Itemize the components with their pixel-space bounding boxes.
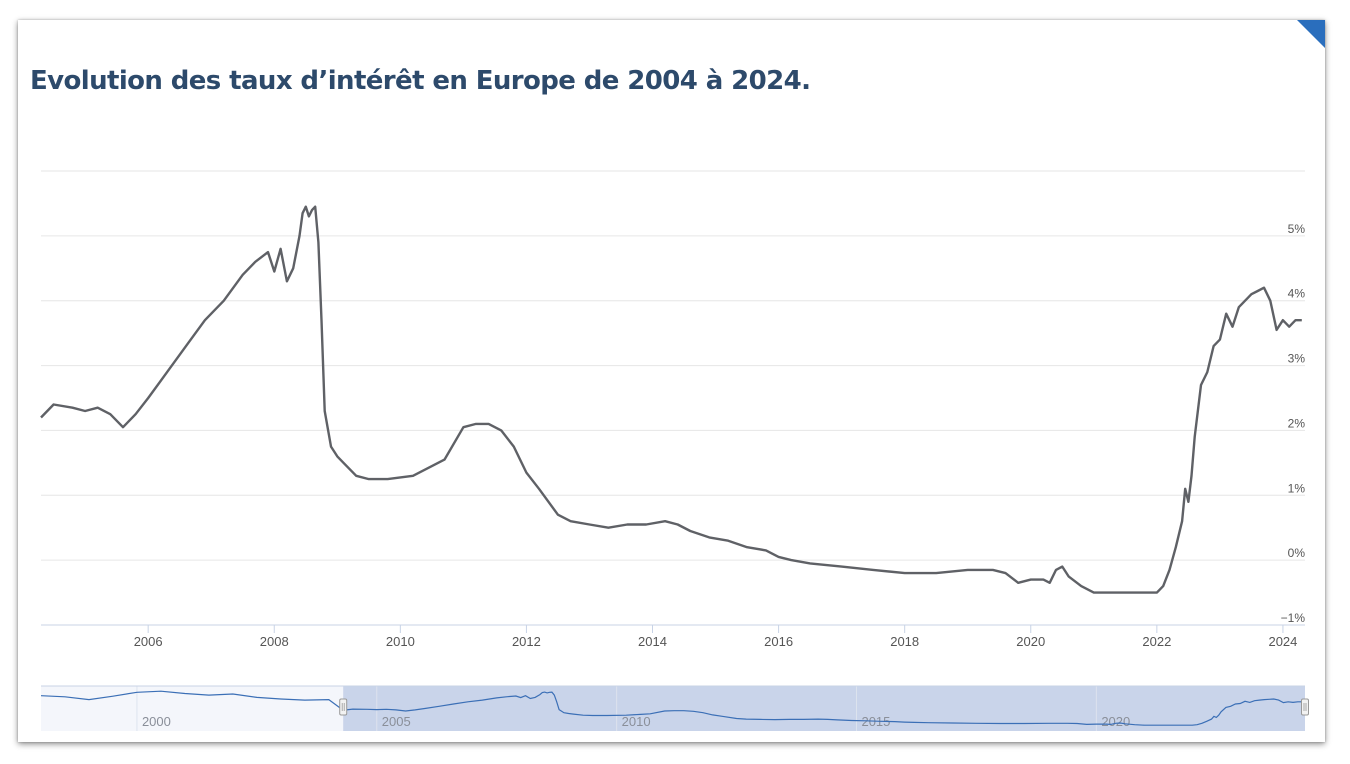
y-tick-label: 2%: [1288, 416, 1306, 430]
navigator-handle-right[interactable]: [1301, 698, 1309, 716]
navigator-handle-left[interactable]: [339, 698, 348, 716]
y-tick-label: 0%: [1288, 546, 1306, 560]
x-tick-label: 2008: [260, 634, 289, 649]
y-tick-label: 3%: [1288, 352, 1306, 366]
navigator-background: [41, 686, 1305, 731]
navigator-series-line: [40, 690, 1303, 726]
chart-card: [18, 20, 1325, 742]
x-tick-label: 2022: [1142, 634, 1171, 649]
x-tick-label: 2016: [764, 634, 793, 649]
x-tick-label: 2006: [134, 634, 163, 649]
x-tick-label: 2012: [512, 634, 541, 649]
x-tick-label: 2014: [638, 634, 667, 649]
navigator-selection[interactable]: [343, 686, 1305, 731]
navigator-tick-label: 2005: [382, 714, 411, 729]
navigator-tick-label: 2000: [142, 714, 171, 729]
y-tick-label: −1%: [1281, 611, 1306, 625]
navigator-tick-label: 2010: [622, 714, 651, 729]
navigator-tick-label: 2020: [1101, 714, 1130, 729]
x-tick-label: 2020: [1016, 634, 1045, 649]
y-tick-label: 5%: [1288, 222, 1306, 236]
export-menu-corner[interactable]: [1297, 20, 1325, 48]
chart-title: Evolution des taux d’intérêt en Europe d…: [30, 66, 811, 96]
x-tick-label: 2010: [386, 634, 415, 649]
x-tick-label: 2018: [890, 634, 919, 649]
y-tick-label: 4%: [1288, 287, 1306, 301]
x-tick-label: 2024: [1268, 634, 1297, 649]
y-tick-label: 1%: [1288, 481, 1306, 495]
series-line: [40, 205, 1302, 594]
